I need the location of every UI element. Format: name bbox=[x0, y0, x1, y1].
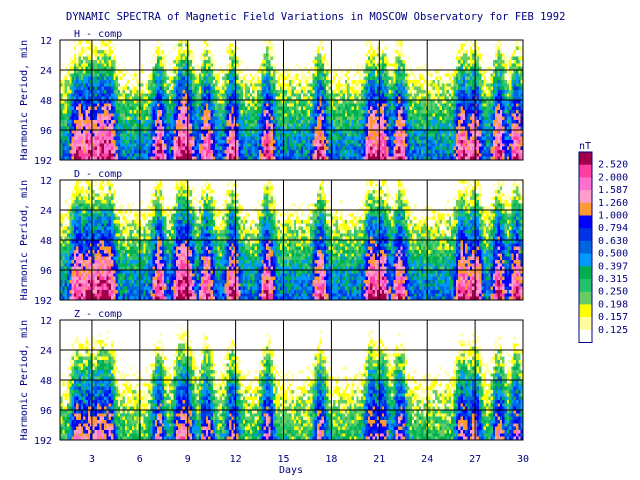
panel-2: D - comp 12 24 48 96 192 Harmonic Period, min bbox=[19, 169, 524, 307]
y-tick-label: 24 bbox=[40, 346, 52, 357]
panel-1: H - comp 12 24 48 96 192 Harmonic Period, min bbox=[19, 29, 524, 167]
panel-3: Z - comp 12 24 48 96 192 Harmonic Period, min bbox=[19, 309, 524, 447]
colorbar-level: 0.500 bbox=[598, 249, 628, 260]
colorbar-swatch bbox=[579, 304, 592, 318]
x-tick-label: 27 bbox=[469, 454, 481, 465]
colorbar-swatch bbox=[579, 240, 592, 254]
colorbar-swatch bbox=[579, 279, 592, 292]
colorbar-level: 0.794 bbox=[598, 223, 628, 234]
colorbar-level: 1.587 bbox=[598, 185, 628, 196]
colorbar-swatch bbox=[579, 202, 592, 216]
chart-title: DYNAMIC SPECTRA of Magnetic Field Variat… bbox=[66, 11, 565, 23]
y-tick-label: 192 bbox=[34, 436, 52, 447]
spectra-cells bbox=[60, 40, 524, 161]
colorbar-swatch bbox=[579, 215, 592, 229]
y-tick-label: 192 bbox=[34, 156, 52, 167]
colorbar-level: 2.520 bbox=[598, 160, 628, 171]
x-tick-label: 15 bbox=[277, 454, 289, 465]
colorbar-swatch bbox=[579, 177, 592, 191]
colorbar-level: 0.397 bbox=[598, 261, 628, 272]
colorbar-swatch bbox=[579, 228, 592, 242]
x-tick-label: 24 bbox=[421, 454, 433, 465]
colorbar-level: 0.157 bbox=[598, 312, 628, 323]
y-axis-label: Harmonic Period, min bbox=[19, 40, 30, 160]
y-tick-label: 48 bbox=[40, 236, 52, 247]
y-tick-label: 192 bbox=[34, 296, 52, 307]
colorbar-level: 0.315 bbox=[598, 274, 628, 285]
spectra-cells bbox=[60, 180, 524, 301]
y-tick-label: 12 bbox=[40, 176, 52, 187]
x-axis-label: Days bbox=[279, 465, 303, 476]
colorbar-swatch bbox=[579, 152, 592, 165]
x-tick-label: 12 bbox=[230, 454, 242, 465]
colorbar-swatch bbox=[579, 266, 592, 280]
y-tick-label: 12 bbox=[40, 316, 52, 327]
colorbar-level: 0.250 bbox=[598, 287, 628, 298]
x-tick-label: 3 bbox=[89, 454, 95, 465]
colorbar-swatch bbox=[579, 164, 592, 178]
colorbar-swatch bbox=[579, 291, 592, 305]
colorbar-unit: nT bbox=[579, 141, 591, 152]
y-tick-label: 24 bbox=[40, 66, 52, 77]
colorbar-level: 0.198 bbox=[598, 299, 628, 310]
colorbar-level: 1.260 bbox=[598, 198, 628, 209]
grid bbox=[60, 40, 524, 160]
colorbar-level: 1.000 bbox=[598, 211, 628, 222]
colorbar-swatch bbox=[579, 329, 592, 343]
colorbar-level: 0.125 bbox=[598, 325, 628, 336]
y-tick-label: 96 bbox=[40, 266, 52, 277]
y-axis-label: Harmonic Period, min bbox=[19, 180, 30, 300]
y-axis-label: Harmonic Period, min bbox=[19, 320, 30, 440]
x-tick-label: 9 bbox=[185, 454, 191, 465]
panel-label: Z - comp bbox=[74, 309, 122, 320]
colorbar-swatch bbox=[579, 317, 592, 331]
colorbar-swatch bbox=[579, 253, 592, 267]
x-tick-label: 18 bbox=[325, 454, 337, 465]
colorbar-level: 0.630 bbox=[598, 236, 628, 247]
y-tick-label: 96 bbox=[40, 126, 52, 137]
x-tick-label: 30 bbox=[517, 454, 529, 465]
panel-label: H - comp bbox=[74, 29, 122, 40]
panel-label: D - comp bbox=[74, 169, 122, 180]
colorbar-swatch bbox=[579, 190, 592, 204]
x-tick-label: 21 bbox=[373, 454, 385, 465]
spectra-cells bbox=[60, 320, 524, 441]
colorbar-level: 2.000 bbox=[598, 172, 628, 183]
y-tick-label: 48 bbox=[40, 96, 52, 107]
y-tick-label: 96 bbox=[40, 406, 52, 417]
y-tick-label: 24 bbox=[40, 206, 52, 217]
y-tick-label: 12 bbox=[40, 36, 52, 47]
y-tick-label: 48 bbox=[40, 376, 52, 387]
x-tick-label: 6 bbox=[137, 454, 143, 465]
x-ticks: 3 6 9 12 15 18 21 24 27 30 bbox=[89, 454, 529, 465]
